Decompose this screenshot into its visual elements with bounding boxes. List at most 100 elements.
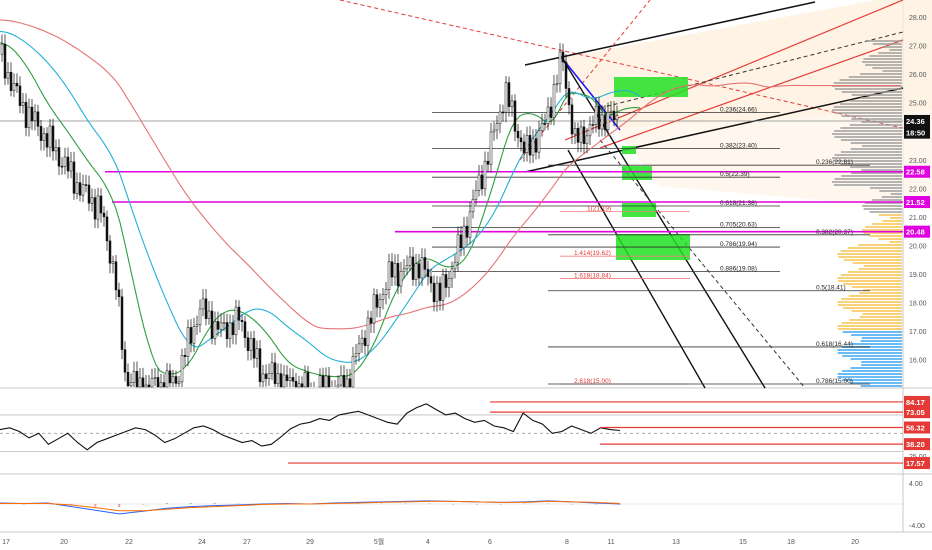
- volume-profile-bar: [848, 76, 902, 78]
- candle-body: [222, 322, 226, 324]
- volume-profile-bar: [863, 208, 902, 210]
- volume-profile-bar: [871, 199, 902, 201]
- macd-histogram-bar: [547, 503, 550, 505]
- candle-body: [588, 124, 592, 137]
- candle-body: [564, 61, 568, 89]
- candle-body: [345, 378, 349, 388]
- candle-body: [363, 337, 367, 346]
- volume-profile-bar: [889, 241, 902, 243]
- candle-body: [291, 377, 295, 382]
- candle-body: [150, 378, 154, 388]
- volume-profile-bar: [851, 94, 902, 96]
- candle-body: [294, 380, 298, 388]
- volume-profile-bar: [838, 280, 902, 282]
- volume-profile-bar: [865, 40, 902, 42]
- channel-down-lower[interactable]: [567, 149, 706, 389]
- candle-body: [306, 371, 310, 388]
- candle-body: [336, 384, 340, 388]
- candle-body: [462, 225, 466, 248]
- price-tick-0: 28.00: [909, 15, 927, 22]
- channel-line-upper[interactable]: [524, 1, 816, 66]
- volume-profile-bar: [863, 232, 902, 234]
- volume-profile-bar: [842, 307, 902, 309]
- candle-body: [51, 125, 55, 152]
- trendline-red-dashed-down[interactable]: [339, 0, 904, 129]
- candle-body: [12, 82, 16, 91]
- volume-profile-bar: [863, 265, 902, 267]
- downtrend-line-blue[interactable]: [561, 57, 621, 131]
- candle-body: [303, 371, 307, 388]
- channel-line-lower[interactable]: [524, 87, 904, 173]
- candle-body: [435, 282, 439, 303]
- volume-profile-bar: [860, 73, 902, 75]
- candle-body: [609, 110, 613, 113]
- candle-body: [219, 322, 223, 330]
- volume-profile-bar: [849, 343, 902, 345]
- macd-pane: 4.00 -4.00: [0, 481, 925, 530]
- candle-body: [591, 124, 595, 126]
- time-tick-9: 8: [565, 539, 569, 546]
- rsi-badge-bg-0: [904, 395, 930, 408]
- price-tick-12: 16.00: [909, 357, 927, 364]
- fan-line-red-dashed[interactable]: [519, 0, 651, 161]
- macd-histogram-bar: [523, 503, 526, 505]
- volume-profile-bar: [851, 172, 902, 174]
- target-zone-3[interactable]: [622, 166, 652, 180]
- candle-body: [585, 135, 589, 145]
- volume-profile-bar: [837, 376, 902, 378]
- pitchfork-red-lower[interactable]: [599, 39, 904, 149]
- fib-label-7: 0.382(20.37): [816, 229, 853, 236]
- candle-body: [123, 349, 127, 373]
- volume-profile-bar: [834, 112, 902, 114]
- volume-profile-bar: [860, 385, 902, 387]
- volume-profile-bar: [834, 136, 902, 138]
- candle-body: [456, 234, 460, 263]
- candle-body: [468, 211, 472, 238]
- volume-profile-bar: [881, 196, 902, 198]
- volume-profile-bar: [834, 154, 902, 156]
- rsi-line[interactable]: [0, 403, 621, 451]
- target-zone-2[interactable]: [622, 146, 636, 154]
- target-zone-1[interactable]: [614, 77, 688, 97]
- price-badge-3: 21.52: [906, 198, 925, 207]
- volume-profile-bar: [843, 259, 902, 261]
- candle-body: [387, 261, 391, 290]
- candle-body: [378, 299, 382, 308]
- candle-body: [210, 310, 214, 339]
- candle-body: [75, 182, 79, 194]
- candle-body: [276, 373, 280, 384]
- ma-red-line[interactable]: [0, 19, 900, 330]
- candle-body: [453, 261, 457, 270]
- candle-body: [18, 85, 22, 106]
- volume-profile-bar: [832, 109, 902, 111]
- candle-body: [234, 306, 238, 336]
- time-tick-13: 18: [787, 539, 795, 546]
- candle-body: [348, 378, 352, 388]
- macd-histogram-bar: [571, 504, 574, 505]
- candle-body: [30, 106, 34, 122]
- macd-histogram-bar: [356, 503, 359, 505]
- target-zone-4[interactable]: [622, 203, 656, 217]
- volume-profile-bar: [851, 118, 902, 120]
- candle-body: [420, 257, 424, 279]
- rsi-badge-bg-3: [904, 438, 930, 451]
- candle-body: [498, 111, 502, 124]
- time-tick-2: 22: [125, 539, 133, 546]
- macd-signal-line[interactable]: [0, 500, 621, 512]
- candle-body: [540, 123, 544, 131]
- volume-profile-bar: [841, 346, 902, 348]
- volume-profile-bar: [861, 145, 902, 147]
- volume-profile-bar: [890, 217, 902, 219]
- macd-tick-1: -4.00: [909, 523, 925, 530]
- candle-body: [516, 130, 520, 139]
- candle-body: [45, 133, 49, 148]
- candle-body: [198, 308, 202, 325]
- candle-body: [402, 268, 406, 272]
- candle-body: [474, 190, 478, 200]
- pitchfork-median-red[interactable]: [564, 0, 904, 141]
- candle-body: [96, 195, 100, 220]
- time-tick-14: 20: [851, 539, 859, 546]
- price-axis-ticks: 28.0027.0026.0025.0024.0023.0022.0021.00…: [909, 15, 927, 364]
- candle-body: [240, 320, 244, 322]
- candle-body: [90, 197, 94, 204]
